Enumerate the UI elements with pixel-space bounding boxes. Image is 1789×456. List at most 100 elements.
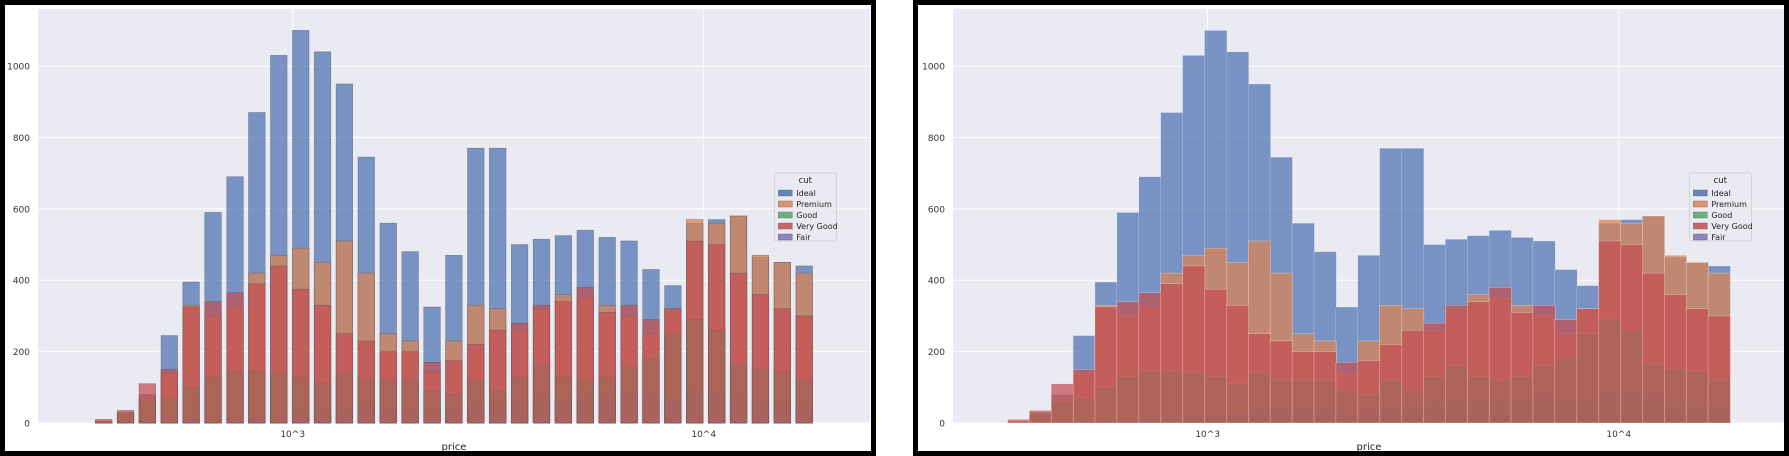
left-y-tick-label: 0 — [24, 420, 30, 430]
left-y-tick-label: 200 — [13, 348, 30, 358]
right-bar-very-good — [1642, 272, 1665, 424]
left-bar-very-good — [160, 369, 178, 424]
left-legend-swatch — [778, 211, 793, 219]
left-bar-very-good — [292, 288, 310, 424]
right-x-axis-label: price — [1357, 442, 1382, 451]
right-bar-very-good — [1248, 333, 1271, 424]
right-bar-very-good — [1510, 312, 1534, 424]
left-bar-very-good — [642, 319, 660, 424]
right-bar-very-good — [1204, 288, 1228, 424]
left-bar-very-good — [598, 312, 616, 424]
left-bar-very-good — [335, 333, 353, 424]
right-bar-very-good — [1532, 305, 1556, 424]
left-legend-entry: Good — [796, 211, 817, 220]
left-bars — [95, 30, 813, 424]
left-legend-entry: Very Good — [796, 222, 837, 231]
right-legend-swatch — [1693, 211, 1708, 219]
right-legend-swatch — [1693, 200, 1708, 208]
right-legend-swatch — [1693, 233, 1708, 241]
left-bar-very-good — [270, 265, 288, 424]
left-bar-very-good — [708, 244, 726, 424]
left-bar-very-good — [467, 344, 485, 424]
right-bar-very-good — [1007, 419, 1031, 424]
right-bar-very-good — [1182, 265, 1206, 424]
left-bar-very-good — [729, 272, 748, 424]
left-bar-very-good — [620, 304, 638, 424]
right-bars — [1007, 30, 1731, 424]
left-bar-very-good — [751, 294, 770, 424]
right-chart-svg: 0 200 400 600 800 1000 10^3 10^4 price cut Ideal Pr… — [922, 9, 1784, 451]
right-y-tick-label: 600 — [928, 205, 945, 215]
left-legend-title: cut — [799, 176, 813, 186]
left-bar-very-good — [532, 304, 551, 424]
left-bar-very-good — [248, 283, 266, 424]
right-bar-very-good — [1269, 340, 1293, 424]
right-bar-very-good — [1423, 322, 1447, 424]
right-bar-very-good — [1138, 292, 1162, 424]
left-x-tick-label: 10^4 — [691, 430, 716, 440]
right-bar-very-good — [1685, 308, 1709, 424]
left-y-tick-label: 1000 — [7, 63, 30, 73]
right-bar-very-good — [1379, 344, 1403, 424]
left-bar-very-good — [445, 360, 463, 424]
right-bar-very-good — [1620, 244, 1644, 424]
right-legend-entry: Very Good — [1711, 222, 1752, 231]
left-bar-very-good — [357, 340, 375, 424]
left-legend-entry: Fair — [796, 233, 811, 242]
left-bar-very-good — [576, 287, 594, 424]
left-bar-very-good — [226, 292, 244, 424]
left-bar-very-good — [116, 410, 135, 424]
right-bar-very-good — [1335, 362, 1359, 424]
left-y-tick-label: 800 — [13, 134, 30, 144]
left-y-tick-label: 600 — [13, 205, 30, 215]
left-bar-very-good — [138, 383, 156, 424]
right-legend-swatch — [1693, 222, 1708, 230]
right-bar-very-good — [1554, 319, 1578, 424]
right-bar-very-good — [1664, 294, 1687, 424]
left-bar-very-good — [795, 315, 813, 424]
right-y-tick-label: 1000 — [922, 63, 945, 73]
left-legend-swatch — [778, 233, 793, 241]
left-legend-entry: Premium — [796, 200, 832, 209]
right-bar-very-good — [1160, 283, 1184, 424]
right-y-tick-label: 400 — [928, 277, 945, 287]
right-chart-panel: 0 200 400 600 800 1000 10^3 10^4 price cut Ideal Pr… — [913, 0, 1789, 456]
right-bar-very-good — [1576, 308, 1600, 424]
right-bar-very-good — [1488, 287, 1512, 424]
left-bar-very-good — [554, 301, 572, 424]
right-x-tick-label: 10^3 — [1195, 430, 1220, 440]
left-bar-very-good — [773, 308, 791, 424]
right-bar-very-good — [1116, 301, 1140, 424]
left-legend-swatch — [778, 200, 793, 208]
right-bar-very-good — [1598, 240, 1622, 424]
right-bar-very-good — [1029, 410, 1052, 424]
left-legend-swatch — [778, 189, 793, 197]
right-bar-very-good — [1707, 315, 1731, 424]
right-bar-very-good — [1445, 305, 1468, 424]
right-legend-entry: Good — [1711, 211, 1732, 220]
right-bar-very-good — [1466, 301, 1490, 424]
right-legend-entry: Premium — [1711, 200, 1747, 209]
right-bar-very-good — [1226, 305, 1249, 424]
left-bar-very-good — [379, 351, 397, 424]
left-bar-very-good — [423, 362, 441, 424]
right-bar-very-good — [1072, 369, 1096, 424]
left-bar-very-good — [204, 301, 222, 424]
left-bar-very-good — [511, 322, 529, 424]
right-legend-entry: Fair — [1711, 233, 1726, 242]
right-bar-very-good — [1401, 330, 1425, 424]
right-legend-title: cut — [1714, 176, 1728, 186]
right-bar-very-good — [1050, 383, 1074, 424]
left-chart-panel: 0 200 400 600 800 1000 10^3 10^4 price cut Ideal Pr… — [0, 0, 876, 456]
right-bar-very-good — [1313, 351, 1337, 424]
right-x-tick-label: 10^4 — [1606, 430, 1631, 440]
left-bar-very-good — [664, 308, 682, 424]
left-bar-very-good — [489, 329, 507, 424]
left-legend-entry: Ideal — [796, 189, 815, 198]
right-bar-very-good — [1291, 351, 1315, 424]
left-bar-very-good — [313, 304, 332, 424]
right-legend-entry: Ideal — [1711, 189, 1730, 198]
right-legend: cut Ideal Premium Good Very Good Fair — [1688, 172, 1753, 242]
left-y-tick-label: 400 — [13, 277, 30, 287]
left-x-tick-label: 10^3 — [280, 430, 305, 440]
